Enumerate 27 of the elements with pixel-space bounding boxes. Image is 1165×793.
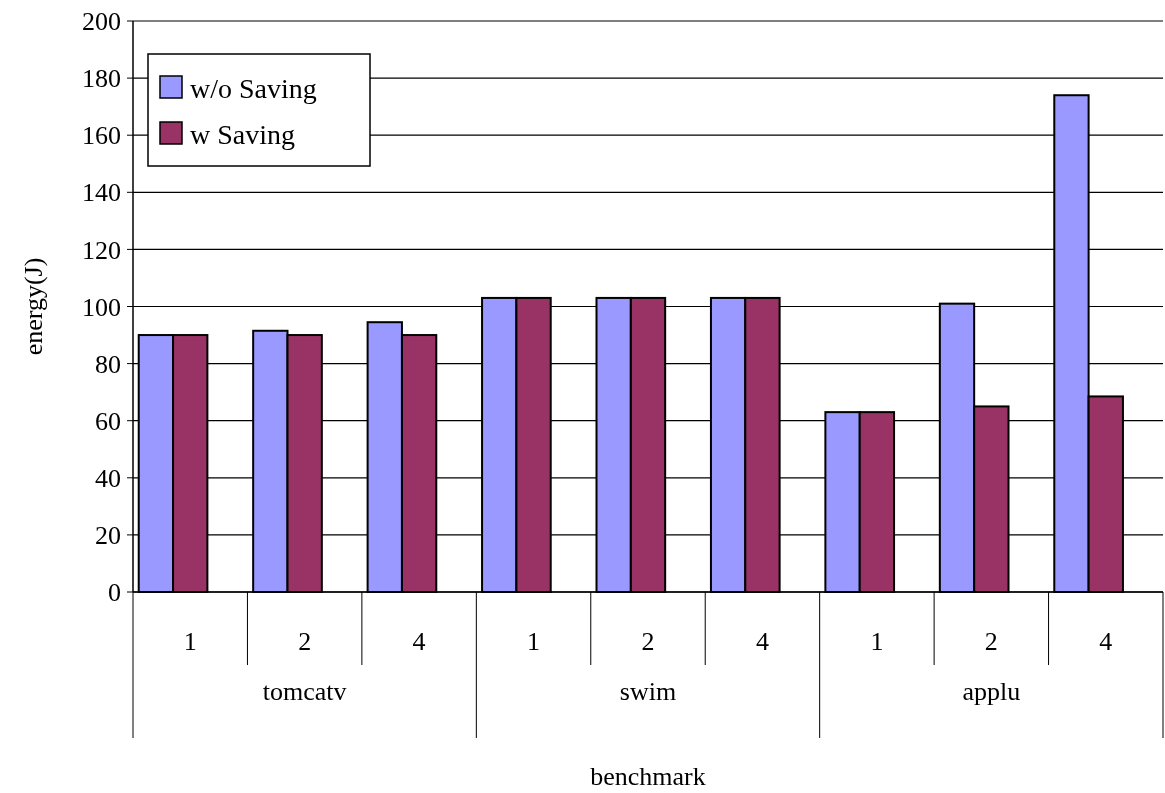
y-tick-label: 100	[82, 292, 121, 322]
legend-label: w/o Saving	[190, 72, 317, 104]
x-tick-label: 1	[870, 627, 884, 656]
x-tick-label: 1	[183, 627, 197, 656]
y-tick-label: 60	[95, 406, 121, 436]
y-axis-title: energy(J)	[19, 257, 48, 356]
y-tick-label: 80	[95, 349, 121, 379]
x-axis-title: benchmark	[590, 762, 706, 791]
y-tick-label: 20	[95, 521, 121, 550]
text: applu	[962, 677, 1021, 706]
y-tick-label: 180	[82, 64, 121, 94]
text: swim	[619, 677, 677, 706]
y-tick-label: 160	[82, 121, 121, 151]
x-tick-label: 2	[641, 627, 655, 656]
legend-label: w Saving	[190, 118, 295, 150]
y-tick-label: 120	[82, 235, 121, 265]
x-tick-label: 1	[527, 627, 541, 656]
y-tick-label: 0	[108, 578, 121, 608]
x-tick-label: 4	[1099, 627, 1113, 656]
text: tomcatv	[262, 677, 347, 706]
x-tick-label: 4	[412, 627, 426, 656]
x-tick-label: 2	[298, 627, 312, 656]
y-tick-label: 40	[95, 463, 121, 493]
y-tick-label: 200	[82, 7, 121, 37]
x-tick-label: 2	[984, 627, 998, 656]
x-tick-label: 4	[755, 627, 769, 656]
y-tick-label: 140	[82, 178, 121, 208]
